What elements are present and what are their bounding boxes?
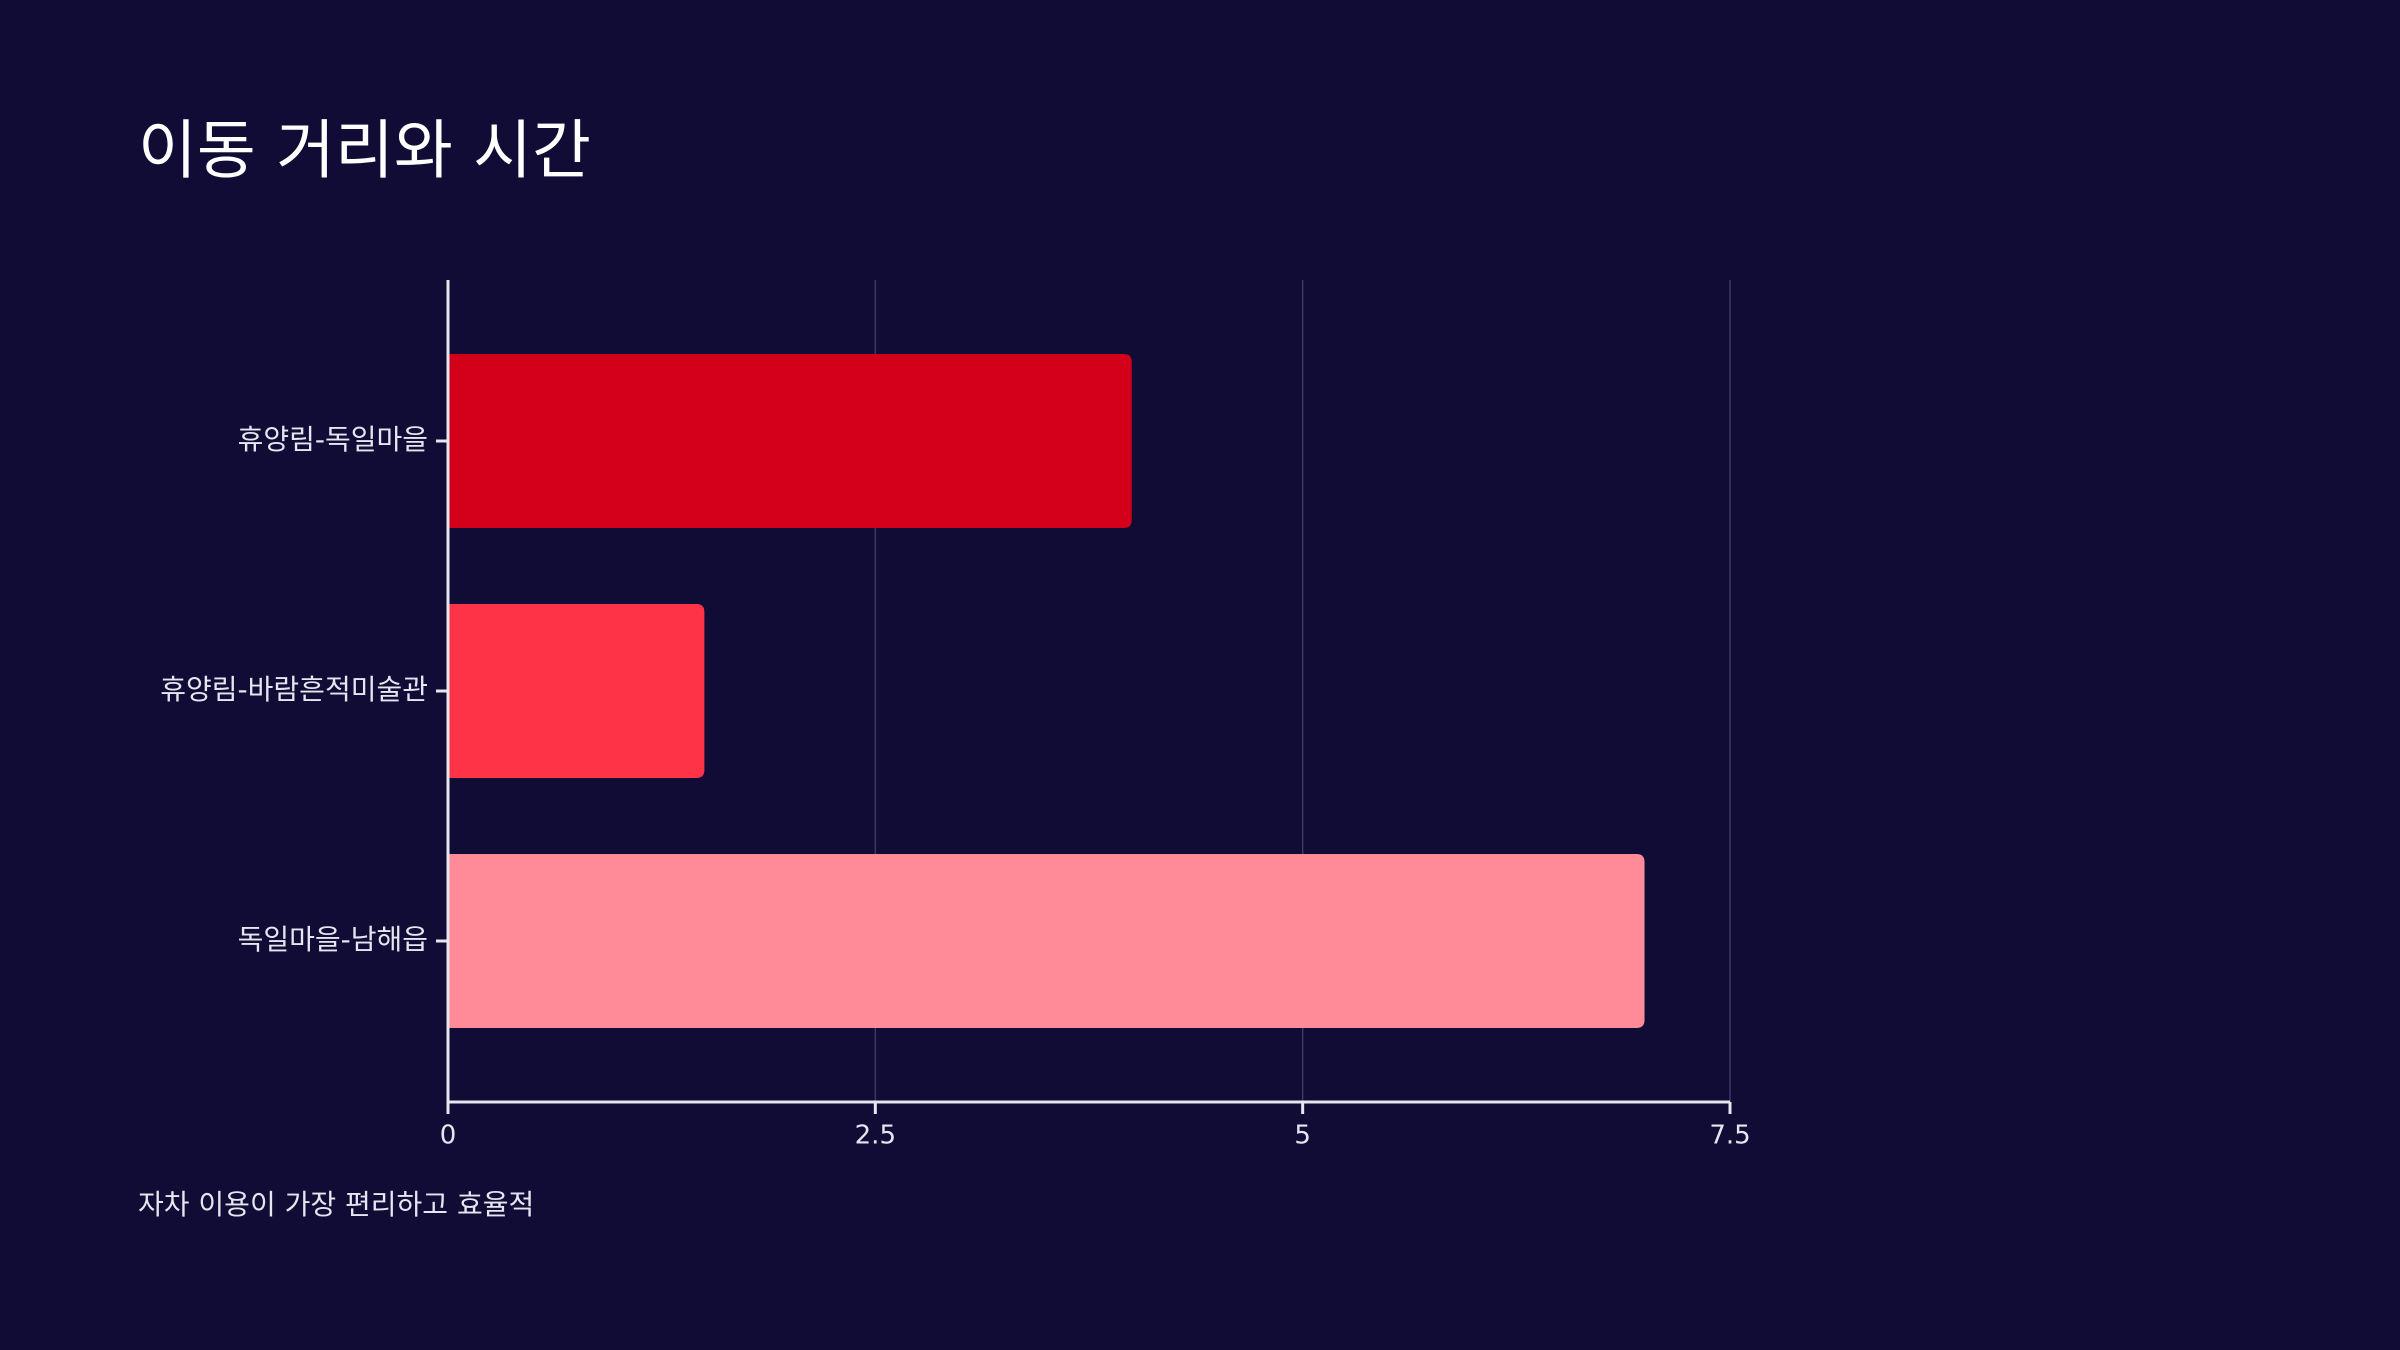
- x-tick-label: 0: [440, 1121, 457, 1151]
- chart-title: 이동 거리와 시간: [138, 115, 591, 189]
- x-tick-label: 5: [1294, 1121, 1311, 1151]
- y-tick-label: 독일마을-남해읍: [238, 923, 428, 956]
- x-tick-label: 7.5: [1709, 1121, 1750, 1151]
- y-tick-label: 휴양림-바람흔적미술관: [160, 673, 428, 706]
- bar: [448, 854, 1645, 1028]
- x-tick-label: 2.5: [855, 1121, 896, 1151]
- chart-note: 자차 이용이 가장 편리하고 효율적: [138, 1188, 534, 1221]
- y-tick-label: 휴양림-독일마을: [238, 423, 428, 456]
- bar: [448, 604, 705, 778]
- bar: [448, 354, 1132, 528]
